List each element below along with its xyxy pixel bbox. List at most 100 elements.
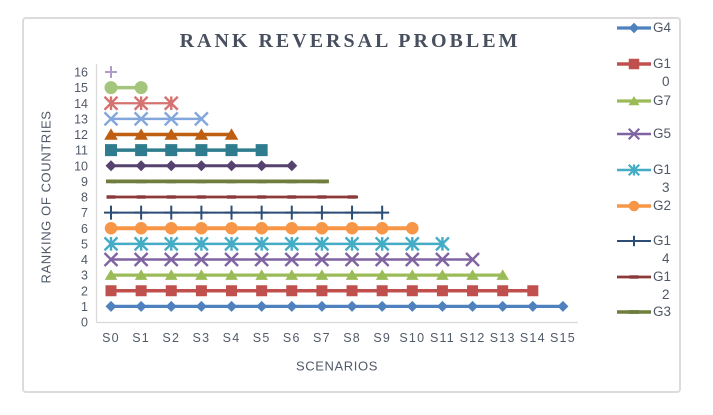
series-G14 bbox=[104, 205, 390, 220]
series-marker bbox=[287, 195, 297, 199]
series-marker bbox=[105, 300, 117, 312]
y-tick-label: 6 bbox=[81, 222, 88, 236]
chart-frame bbox=[22, 17, 681, 393]
series-G3 bbox=[106, 179, 329, 184]
series-marker bbox=[194, 128, 209, 140]
x-tick-label: S14 bbox=[520, 331, 546, 345]
x-tick-label: S6 bbox=[283, 331, 301, 345]
x-tick-label: S0 bbox=[102, 331, 120, 345]
series-rank-12 bbox=[104, 128, 239, 140]
series-marker bbox=[134, 81, 148, 95]
series-marker bbox=[224, 252, 239, 267]
series-marker bbox=[467, 285, 479, 297]
y-tick-label: 0 bbox=[81, 316, 88, 330]
series-marker bbox=[376, 300, 388, 312]
series-marker bbox=[164, 269, 178, 280]
y-tick-label: 2 bbox=[81, 284, 88, 298]
series-marker bbox=[285, 269, 299, 280]
series-marker bbox=[105, 285, 117, 297]
series-marker bbox=[256, 300, 268, 312]
y-tick-label: 5 bbox=[81, 237, 88, 251]
y-tick-label: 13 bbox=[74, 112, 88, 126]
series-marker bbox=[527, 285, 539, 297]
series-marker bbox=[286, 285, 298, 297]
series-marker bbox=[465, 252, 480, 267]
series-marker bbox=[103, 252, 119, 267]
series-marker bbox=[165, 160, 177, 172]
series-marker bbox=[435, 252, 450, 267]
series-marker bbox=[436, 285, 448, 297]
series-marker bbox=[316, 300, 328, 312]
series-marker bbox=[346, 300, 358, 312]
y-tick-label: 7 bbox=[81, 206, 88, 220]
series-marker bbox=[194, 252, 209, 267]
x-tick-label: S3 bbox=[193, 331, 211, 345]
series-marker bbox=[255, 222, 268, 235]
series-G10 bbox=[105, 285, 539, 297]
x-tick-label: S10 bbox=[399, 331, 425, 345]
series-marker bbox=[165, 300, 177, 312]
series-marker bbox=[404, 252, 420, 267]
series-marker bbox=[557, 300, 569, 312]
y-tick-label: 1 bbox=[81, 300, 88, 314]
series-rank-16 bbox=[105, 66, 117, 78]
series-marker bbox=[135, 160, 147, 172]
series-G7 bbox=[104, 269, 509, 280]
x-tick-label: S15 bbox=[550, 331, 576, 345]
series-marker bbox=[135, 300, 147, 312]
y-tick-label: 4 bbox=[81, 253, 88, 267]
y-tick-label: 11 bbox=[75, 144, 88, 158]
series-marker bbox=[315, 222, 329, 235]
y-tick-label: 12 bbox=[74, 128, 88, 142]
series-marker bbox=[195, 269, 208, 280]
series-G4 bbox=[105, 300, 569, 312]
series-marker bbox=[165, 222, 178, 235]
series-marker bbox=[227, 195, 237, 199]
x-tick-label: S13 bbox=[490, 331, 516, 345]
series-marker bbox=[196, 195, 206, 199]
series-rank-15 bbox=[104, 81, 148, 95]
x-axis-title: SCENARIOS bbox=[296, 358, 378, 374]
series-marker bbox=[256, 179, 267, 184]
series-marker bbox=[195, 222, 208, 235]
series-G5 bbox=[103, 252, 480, 267]
series-marker bbox=[166, 179, 177, 184]
series-marker bbox=[195, 144, 208, 157]
series-marker bbox=[104, 222, 118, 235]
series-marker bbox=[345, 269, 359, 280]
series-marker bbox=[285, 222, 299, 235]
series-marker bbox=[163, 252, 179, 267]
series-marker bbox=[255, 144, 268, 157]
series-marker bbox=[165, 144, 178, 157]
series-marker bbox=[103, 111, 119, 127]
y-tick-label: 15 bbox=[74, 81, 88, 95]
series-G12 bbox=[106, 195, 359, 199]
series-marker bbox=[136, 179, 147, 184]
x-tick-label: S9 bbox=[373, 331, 391, 345]
series-marker bbox=[286, 300, 298, 312]
series-marker bbox=[133, 252, 149, 267]
series-marker bbox=[135, 285, 147, 297]
series-marker bbox=[135, 144, 148, 157]
series-marker bbox=[497, 285, 509, 297]
series-marker bbox=[316, 285, 328, 297]
series-marker bbox=[314, 252, 330, 267]
series-rank-13 bbox=[103, 111, 209, 127]
series-marker bbox=[225, 222, 238, 235]
x-tick-label: S5 bbox=[253, 331, 271, 345]
series-marker bbox=[317, 195, 327, 199]
y-tick-label: 16 bbox=[74, 66, 88, 80]
series-marker bbox=[406, 285, 418, 297]
series-G2 bbox=[104, 222, 419, 235]
x-tick-label: S8 bbox=[343, 331, 361, 345]
x-tick-label: S12 bbox=[460, 331, 486, 345]
y-tick-label: 9 bbox=[81, 175, 88, 189]
series-marker bbox=[344, 252, 360, 267]
series-marker bbox=[255, 269, 268, 280]
x-tick-label: S2 bbox=[162, 331, 180, 345]
series-marker bbox=[166, 195, 176, 199]
series-marker bbox=[195, 300, 207, 312]
x-tick-label: S1 bbox=[132, 331, 150, 345]
